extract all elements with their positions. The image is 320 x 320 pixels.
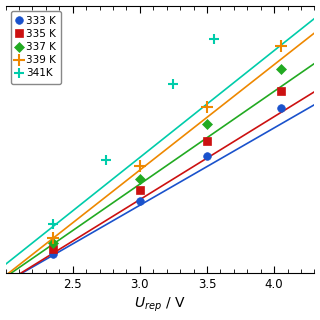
337 K: [279, 67, 283, 71]
X-axis label: $U_{rep}$ / V: $U_{rep}$ / V: [134, 296, 186, 315]
337 K: [51, 241, 54, 245]
Line: 335 K: 335 K: [49, 87, 285, 253]
Legend: 333 K, 335 K, 337 K, 339 K, 341K: 333 K, 335 K, 337 K, 339 K, 341K: [11, 11, 61, 84]
335 K: [279, 89, 283, 93]
Line: 337 K: 337 K: [49, 65, 285, 247]
Line: 341K: 341K: [48, 35, 219, 228]
335 K: [205, 139, 209, 142]
Line: 333 K: 333 K: [49, 104, 285, 258]
337 K: [205, 122, 209, 125]
341K: [51, 221, 54, 225]
Line: 339 K: 339 K: [47, 41, 286, 243]
341K: [212, 37, 216, 41]
333 K: [279, 106, 283, 110]
333 K: [51, 252, 54, 256]
341K: [104, 158, 108, 162]
335 K: [51, 247, 54, 251]
333 K: [138, 199, 142, 203]
333 K: [205, 154, 209, 158]
335 K: [138, 188, 142, 192]
337 K: [138, 177, 142, 180]
339 K: [138, 164, 142, 168]
339 K: [279, 44, 283, 48]
339 K: [51, 236, 54, 239]
341K: [172, 82, 175, 86]
339 K: [205, 105, 209, 109]
